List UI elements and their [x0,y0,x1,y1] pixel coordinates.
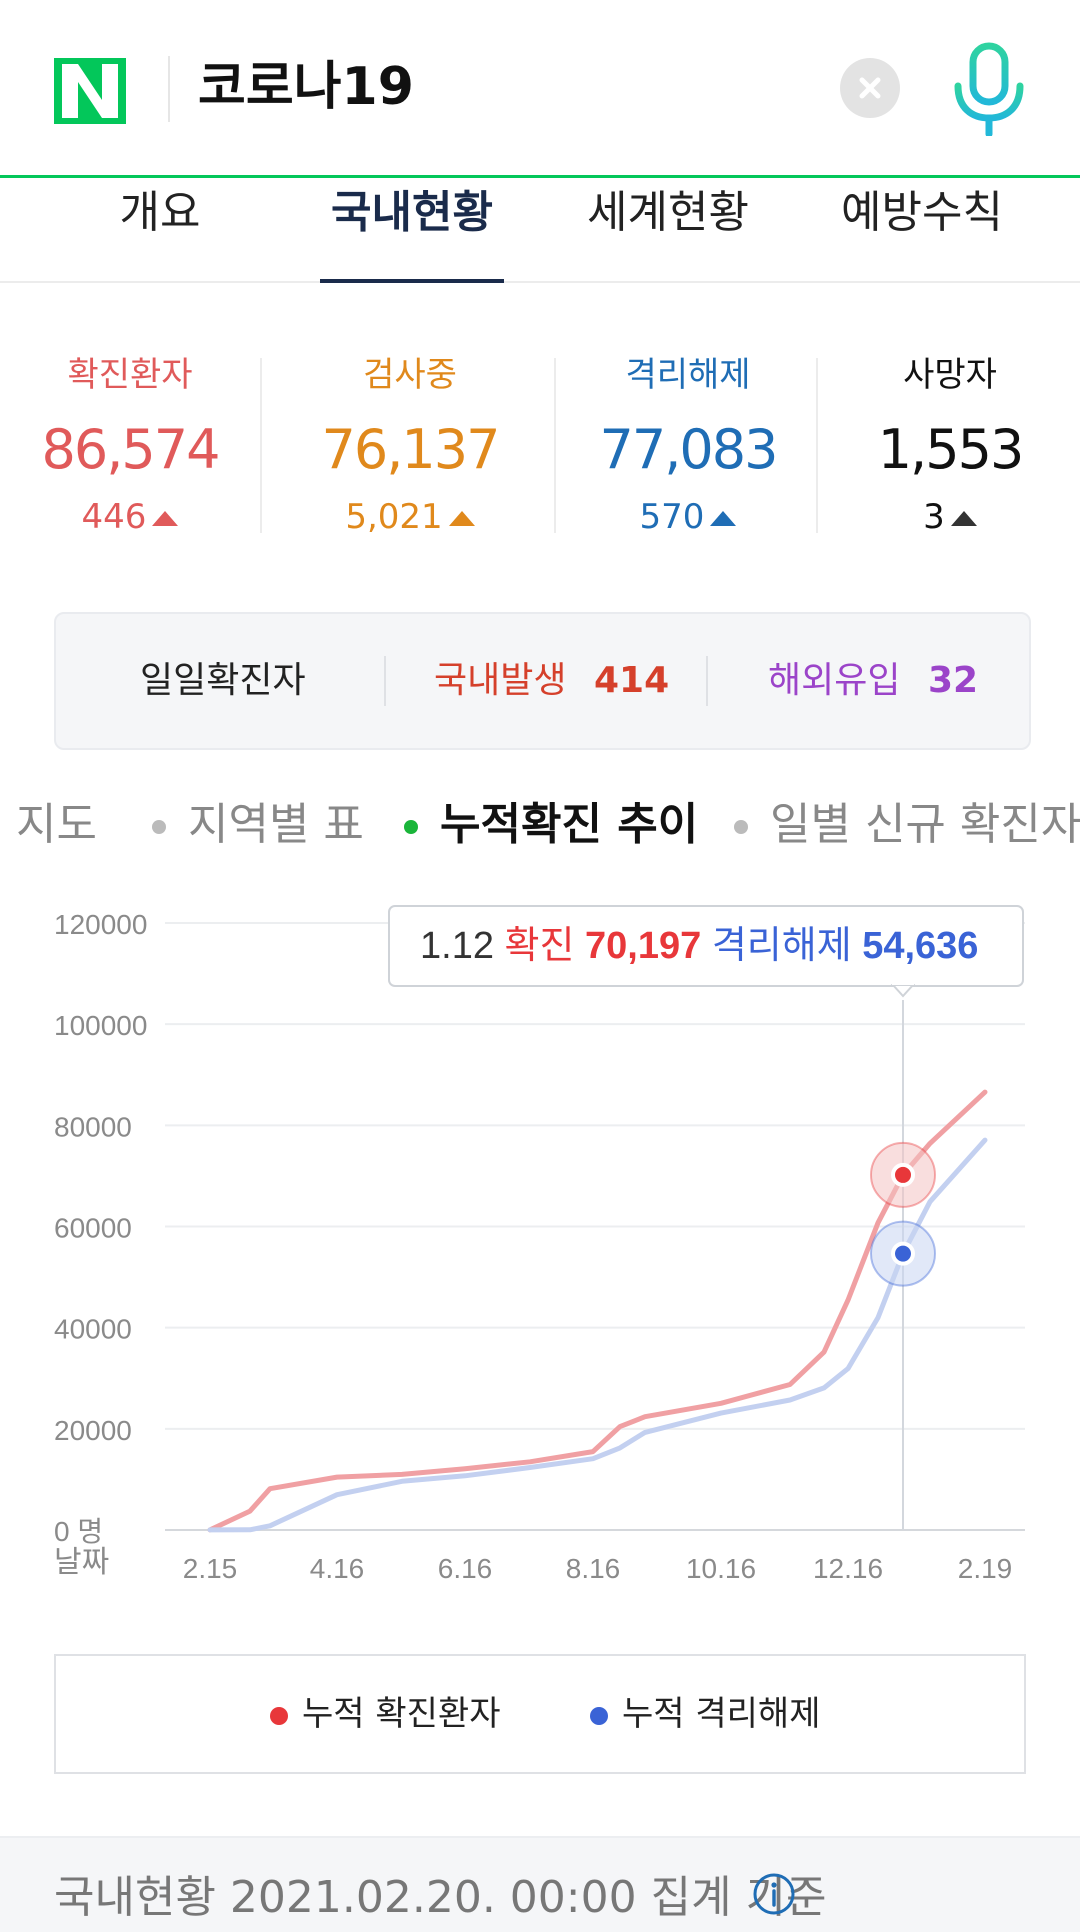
daily-overseas-value: 32 [928,660,979,701]
chip-map[interactable]: 지도 [0,790,97,860]
stat-delta-value: 446 [81,497,147,537]
chart-tooltip: 1.12 확진 70,197 격리해제 54,636 [388,905,1024,998]
cumulative-chart: 120000 100000 80000 60000 40000 20000 0 명날짜 2.1… [54,905,1025,1584]
tooltip-text: 1.12 확진 70,197 격리해제 54,636 [420,925,978,967]
tab-prevention[interactable]: 예방수칙 [841,187,1003,238]
chart-view-selector: 지도 지역별 표 누적확진 추이 일별 신규 확진자 [0,790,1080,860]
series-line-confirmed [207,1089,988,1533]
daily-confirmed-box: 일일확진자 국내발생 414 해외유입 32 [54,612,1031,750]
chip-label: 지역별 표 [188,799,364,850]
stat-delta-value: 3 [923,497,945,537]
stat-deaths: 사망자 1,553 3 [840,350,1060,542]
tab-domestic[interactable]: 국내현황 [320,181,504,283]
bullet-icon [404,820,418,834]
stat-label: 검사중 [363,355,457,395]
footer-bar: 국내현황 2021.02.20. 00:00 집계 기준 [0,1836,1080,1932]
stat-delta: 446 [20,492,240,542]
x-tick-label: 2.15 [183,1553,238,1584]
y-tick-label: 20000 [54,1415,132,1446]
x-tick-label: 4.16 [310,1553,365,1584]
legend-dot [270,1706,288,1725]
stat-released: 격리해제 77,083 570 [578,350,798,542]
up-triangle-icon [448,511,475,526]
up-triangle-icon [710,511,737,526]
series-line-released [207,1137,988,1533]
bullet-icon [734,820,748,834]
search-header: 코로나19 [0,0,1080,178]
stat-delta: 3 [840,492,1060,542]
stat-label: 사망자 [903,355,997,395]
stat-label: 격리해제 [625,355,751,395]
chip-label: 누적확진 추이 [440,799,699,850]
microphone-icon[interactable] [950,42,1028,138]
y-tick-label: 0 명 [54,1516,103,1547]
x-tick-label: 6.16 [438,1553,493,1584]
stat-delta-value: 5,021 [345,497,443,537]
legend-item-released: 누적 격리해제 [590,1656,821,1772]
stat-confirmed: 확진환자 86,574 446 [20,350,240,542]
stat-value: 1,553 [877,418,1025,481]
stat-divider [554,358,556,533]
data-timestamp: 국내현황 2021.02.20. 00:00 집계 기준 [54,1872,827,1923]
x-tick-label: 2.19 [958,1553,1013,1584]
chip-region-table[interactable]: 지역별 표 [152,790,364,860]
hover-marker-confirmed [891,1162,915,1187]
daily-domestic-label: 국내발생 [434,660,567,701]
chart-legend: 누적 확진환자 누적 격리해제 [54,1654,1026,1774]
x-tick-label: 10.16 [686,1553,756,1584]
y-tick-label: 120000 [54,909,147,940]
x-unit-label: 날짜 [54,1546,109,1579]
stat-delta-value: 570 [639,497,705,537]
search-query[interactable]: 코로나19 [198,57,414,117]
x-tick-label: 8.16 [566,1553,621,1584]
x-tick-label: 12.16 [813,1553,883,1584]
daily-overseas-label: 해외유입 [768,660,901,701]
stat-label: 확진환자 [67,355,193,395]
chip-cumulative-trend[interactable]: 누적확진 추이 [404,790,698,860]
y-tick-label: 100000 [54,1010,147,1041]
up-triangle-icon [950,511,977,526]
clear-search-icon[interactable] [840,58,900,118]
tooltip-arrow [890,984,916,998]
chip-label: 지도 [16,799,97,850]
legend-item-confirmed: 누적 확진환자 [270,1656,501,1772]
legend-dot [590,1706,608,1725]
daily-divider [706,656,708,706]
y-tick-label: 80000 [54,1111,132,1142]
chip-daily-new[interactable]: 일별 신규 확진자 [734,790,1080,860]
naver-logo[interactable] [54,58,126,124]
tooltip-box [388,905,1024,987]
tab-world[interactable]: 세계현황 [587,187,749,238]
up-triangle-icon [152,511,179,526]
stat-value: 76,137 [321,418,501,481]
stat-delta: 570 [578,492,798,542]
legend-label: 누적 확진환자 [302,1694,501,1734]
stat-testing: 검사중 76,137 5,021 [300,350,520,542]
header-divider [168,56,170,122]
y-tick-label: 60000 [54,1213,132,1244]
legend-label: 누적 격리해제 [622,1694,821,1734]
stat-value: 86,574 [41,418,221,481]
daily-domestic-value: 414 [594,660,670,701]
stat-delta: 5,021 [300,492,520,542]
stat-divider [816,358,818,533]
chip-label: 일별 신규 확진자 [770,799,1080,850]
stat-value: 77,083 [599,418,779,481]
daily-label: 일일확진자 [140,660,306,701]
y-tick-label: 40000 [54,1314,132,1345]
tab-overview[interactable]: 개요 [119,187,201,238]
stat-divider [260,358,262,533]
hover-marker-released [891,1241,915,1266]
bullet-icon [152,820,166,834]
daily-divider [384,656,386,706]
info-icon[interactable] [752,1872,796,1916]
section-tabs: 개요 국내현황 세계현황 예방수칙 [0,181,1080,283]
